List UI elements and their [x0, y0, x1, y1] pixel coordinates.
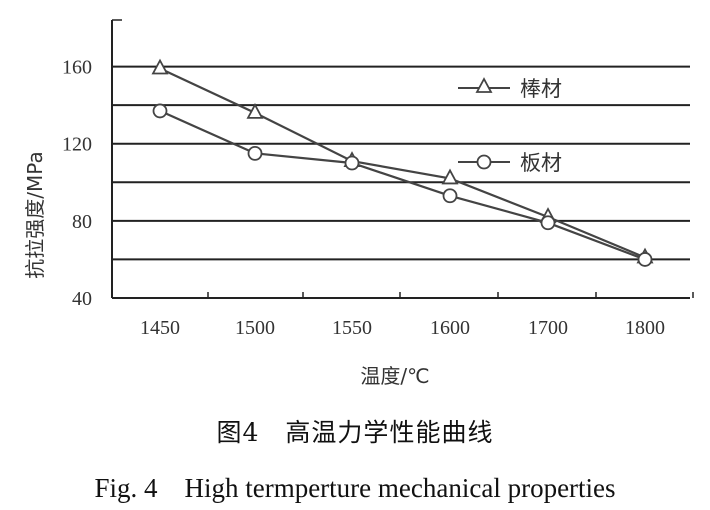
tick-labels: 40 80 120 160 1450 1500 1550 1600 1700 1800: [62, 57, 665, 339]
x-tick-label: 1800: [625, 317, 665, 339]
gridlines: [112, 65, 690, 261]
x-tick-label: 1600: [430, 317, 470, 339]
data-point: [442, 188, 458, 204]
legend-item-2: 板材: [458, 151, 562, 175]
data-point: [441, 168, 459, 185]
legend-marker: [476, 154, 492, 170]
y-tick-label: 120: [62, 134, 92, 156]
y-tick-label: 80: [72, 211, 92, 233]
legend-label: 棒材: [520, 77, 562, 101]
data-point: [344, 155, 360, 171]
x-tick-label: 1550: [332, 317, 372, 339]
data-point: [637, 252, 653, 267]
series-2: [152, 103, 653, 267]
y-tick-label: 160: [62, 57, 92, 79]
y-tick-label: 40: [72, 288, 92, 310]
legend-marker: [475, 77, 493, 93]
legend-item-1: 棒材: [458, 77, 562, 101]
x-tick-label: 1450: [140, 317, 180, 339]
data-point: [247, 145, 263, 161]
data-series: [151, 58, 654, 267]
series-1: [151, 58, 654, 264]
series-line: [159, 67, 646, 259]
data-point: [152, 103, 168, 119]
figure-caption-chinese: 图4 高温力学性能曲线: [216, 418, 494, 447]
figure-caption-english: Fig. 4 High termperture mechanical prope…: [94, 473, 616, 503]
axes: [111, 19, 694, 299]
x-tick-label: 1500: [235, 317, 275, 339]
data-point: [540, 215, 556, 231]
legend-label: 板材: [520, 151, 562, 175]
x-tick-label: 1700: [528, 317, 568, 339]
x-axis-title: 温度/℃: [360, 364, 429, 388]
data-point: [151, 58, 169, 75]
y-axis-title: 抗拉强度/MPa: [23, 151, 47, 278]
series-line: [159, 109, 646, 261]
data-point: [246, 102, 264, 119]
